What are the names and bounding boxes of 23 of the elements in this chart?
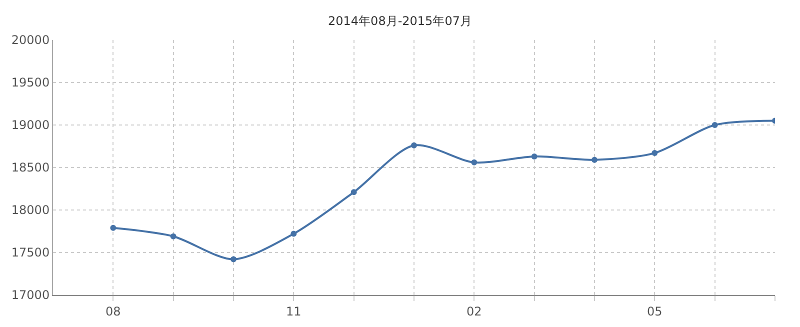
point (290, 230, 297, 237)
point (350, 189, 357, 196)
y-tick-label: 18500 (11, 160, 50, 175)
point (110, 224, 116, 231)
x-tick-label: 11 (286, 304, 302, 318)
y-tick-label: 17500 (11, 246, 50, 260)
x-tick-label: 05 (647, 304, 662, 318)
point (592, 156, 598, 163)
x-tick-label: 08 (106, 304, 121, 318)
y-tick-label: 19500 (11, 76, 50, 90)
y-tick-label: 17000 (11, 288, 50, 302)
y-tick-label: 19000 (11, 118, 50, 132)
point (471, 159, 478, 166)
point (411, 142, 417, 148)
chart-title: 2014年08月-2015年07月 (328, 14, 472, 28)
y-tick-label: 18000 (11, 203, 50, 218)
point (652, 150, 658, 156)
point (170, 233, 176, 240)
y-tick-label: 20000 (11, 33, 50, 48)
point (531, 153, 538, 160)
point (230, 256, 236, 262)
point (712, 122, 718, 128)
x-tick-label: 02 (466, 304, 482, 318)
